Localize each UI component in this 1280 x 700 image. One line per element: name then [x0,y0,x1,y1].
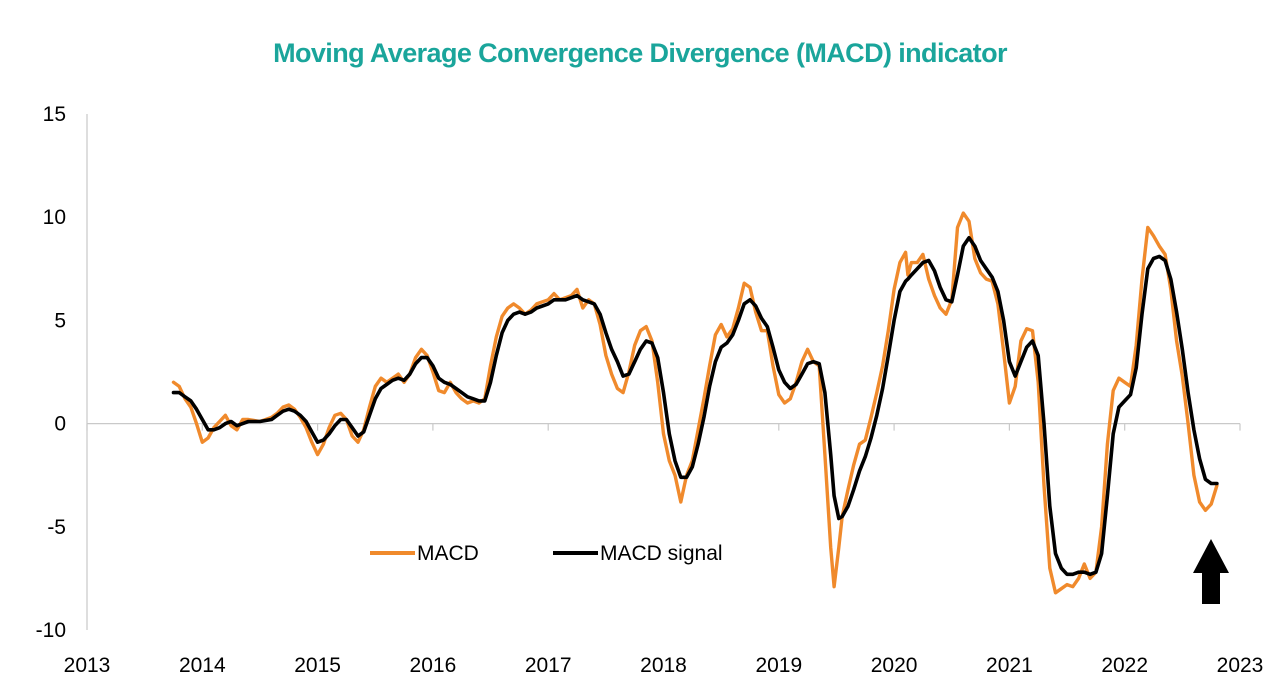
series-lines [171,211,1219,595]
series-line-macd-signal [171,236,1219,577]
y-tick-label: -10 [36,619,66,642]
series-line-macd [171,211,1219,595]
x-tick-label: 2023 [1217,654,1264,677]
x-tick-label: 2019 [755,654,802,677]
x-tick-label: 2015 [294,654,341,677]
x-tick-label: 2021 [986,654,1033,677]
y-tick-label: 0 [54,413,66,436]
x-tick-label: 2013 [64,654,111,677]
x-axis-ticks: 2013 2014 2015 2016 2017 2018 2019 2020 2021 2022… [64,423,1264,677]
legend-label-macd-signal: MACD signal [600,542,723,565]
x-tick-label: 2018 [640,654,687,677]
annotation [1193,539,1229,604]
y-tick-label: 5 [54,309,66,332]
chart-title: Moving Average Convergence Divergence (M… [273,38,1007,68]
up-arrow-icon [1193,539,1229,604]
x-tick-label: 2016 [410,654,457,677]
x-tick-label: 2014 [179,654,226,677]
y-axis-ticks: 15 10 5 0 -5 -10 [36,103,66,642]
x-tick-label: 2017 [525,654,572,677]
y-tick-label: -5 [47,516,66,539]
x-tick-label: 2020 [871,654,918,677]
y-tick-label: 15 [43,103,66,126]
legend: MACD MACD signal [370,542,723,565]
y-tick-label: 10 [43,206,66,229]
x-tick-label: 2022 [1101,654,1148,677]
legend-label-macd: MACD [417,542,479,565]
